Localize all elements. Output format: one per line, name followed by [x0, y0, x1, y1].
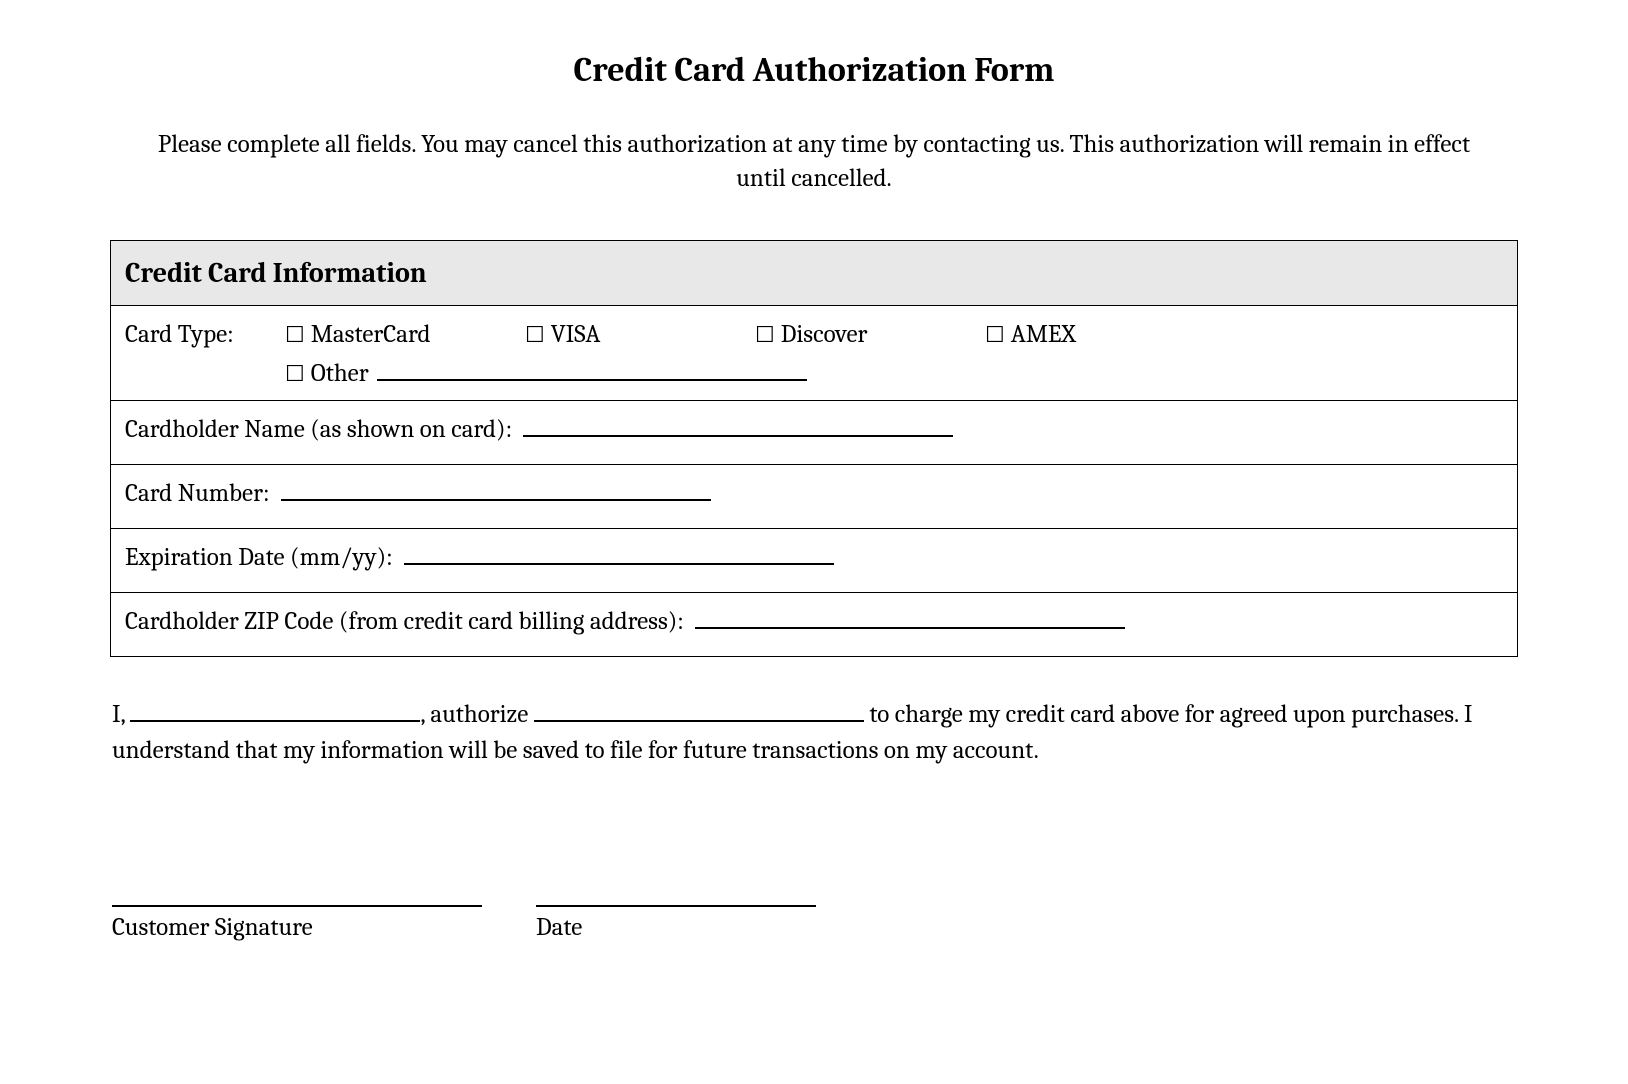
other-input-line[interactable]: [377, 359, 807, 381]
card-type-amex-label: AMEX: [1011, 320, 1076, 349]
checkbox-icon: ☐: [525, 324, 545, 346]
signature-section: Customer Signature Date: [110, 879, 1518, 942]
card-type-visa[interactable]: ☐ VISA: [525, 320, 755, 349]
auth-merchant-blank[interactable]: [534, 700, 864, 722]
signature-line[interactable]: [112, 879, 482, 907]
signature-label: Customer Signature: [112, 913, 482, 942]
card-number-input-line[interactable]: [281, 479, 711, 501]
auth-name-blank[interactable]: [130, 700, 420, 722]
expiration-label: Expiration Date (mm/yy):: [125, 543, 392, 572]
zip-input-line[interactable]: [695, 607, 1125, 629]
section-header-text: Credit Card Information: [125, 257, 427, 289]
card-type-mastercard[interactable]: ☐ MasterCard: [285, 320, 525, 349]
cardholder-name-input-line[interactable]: [523, 415, 953, 437]
zip-row: Cardholder ZIP Code (from credit card bi…: [111, 592, 1518, 656]
signature-block: Customer Signature: [112, 879, 482, 942]
checkbox-icon: ☐: [985, 324, 1005, 346]
auth-mid1: , authorize: [420, 700, 528, 729]
date-block: Date: [536, 879, 816, 942]
card-type-label: Card Type:: [125, 320, 285, 349]
card-type-visa-label: VISA: [551, 320, 601, 349]
date-label: Date: [536, 913, 816, 942]
checkbox-icon: ☐: [755, 324, 775, 346]
card-type-other[interactable]: ☐ Other: [285, 359, 369, 388]
auth-prefix: I,: [112, 700, 125, 729]
authorization-statement: I, , authorize to charge my credit card …: [110, 697, 1518, 770]
card-type-mastercard-label: MasterCard: [311, 320, 431, 349]
card-type-amex[interactable]: ☐ AMEX: [985, 320, 1076, 349]
card-number-label: Card Number:: [125, 479, 269, 508]
credit-card-info-table: Credit Card Information Card Type: ☐ Mas…: [110, 240, 1518, 657]
card-type-row: Card Type: ☐ MasterCard ☐ VISA ☐ Discove…: [111, 305, 1518, 400]
form-instructions: Please complete all fields. You may canc…: [110, 128, 1518, 196]
cardholder-name-label: Cardholder Name (as shown on card):: [125, 415, 512, 444]
zip-label: Cardholder ZIP Code (from credit card bi…: [125, 607, 684, 636]
card-number-row: Card Number:: [111, 464, 1518, 528]
expiration-input-line[interactable]: [404, 543, 834, 565]
form-title: Credit Card Authorization Form: [110, 50, 1518, 90]
checkbox-icon: ☐: [285, 363, 305, 385]
section-header-cell: Credit Card Information: [111, 240, 1518, 305]
checkbox-icon: ☐: [285, 324, 305, 346]
card-type-other-label: Other: [311, 359, 369, 388]
card-type-discover[interactable]: ☐ Discover: [755, 320, 985, 349]
expiration-row: Expiration Date (mm/yy):: [111, 528, 1518, 592]
cardholder-name-row: Cardholder Name (as shown on card):: [111, 400, 1518, 464]
card-type-discover-label: Discover: [781, 320, 868, 349]
date-line[interactable]: [536, 879, 816, 907]
